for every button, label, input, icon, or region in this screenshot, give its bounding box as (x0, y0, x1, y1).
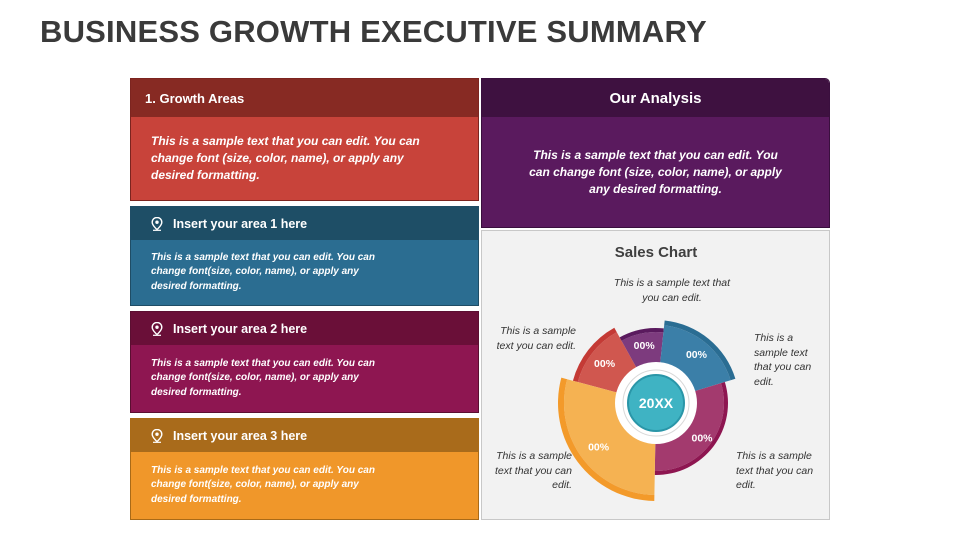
area-2-header: Insert your area 2 here (131, 312, 478, 345)
note-top: This is a sample text that you can edit. (613, 277, 731, 304)
rose-segment-label-1: 00% (594, 358, 616, 370)
area-3-text: This is a sample text that you can edit.… (131, 452, 478, 519)
sales-chart-panel: Sales Chart 00% 00% 00% 00% 00% 20XX This is … (481, 230, 830, 520)
area-2-panel: Insert your area 2 here This is a sample… (130, 311, 479, 413)
area-2-heading: Insert your area 2 here (173, 321, 308, 336)
rose-segment-4 (654, 383, 724, 471)
center-circle (627, 374, 685, 432)
rose-segment-rim-3 (664, 320, 736, 381)
growth-areas-heading: 1. Growth Areas (131, 79, 478, 117)
rose-chart: 00% 00% 00% 00% 00% 20XX (558, 320, 736, 501)
our-analysis-panel: Our Analysis This is a sample text that … (481, 78, 830, 228)
rose-segment-5 (564, 379, 656, 495)
growth-areas-text: This is a sample text that you can edit.… (131, 117, 478, 200)
rose-segment-2 (621, 332, 664, 369)
rose-segment-label-5: 00% (588, 441, 610, 453)
note-lower-right: This is a sample text that you can edit. (736, 450, 814, 491)
area-1-header: Insert your area 1 here (131, 207, 478, 240)
our-analysis-text: This is a sample text that you can edit.… (482, 117, 829, 227)
location-pin-icon (151, 428, 163, 443)
rose-segment-label-2: 00% (634, 340, 656, 352)
note-upper-left: This is a sample text you can edit. (496, 325, 576, 352)
growth-areas-panel: 1. Growth Areas This is a sample text th… (130, 78, 479, 201)
note-lower-left: This is a sample text that you can edit. (494, 450, 572, 491)
sales-chart-diagram: Sales Chart 00% 00% 00% 00% 00% 20XX (558, 244, 736, 501)
center-label: 20XX (639, 395, 674, 411)
area-1-heading: Insert your area 1 here (173, 216, 308, 231)
our-analysis-heading: Our Analysis (482, 79, 829, 117)
rose-segment-rim-2 (619, 328, 664, 341)
location-pin-icon (151, 216, 163, 231)
area-3-panel: Insert your area 3 here This is a sample… (130, 418, 479, 520)
rose-segment-1 (577, 332, 637, 393)
page-title: BUSINESS GROWTH EXECUTIVE SUMMARY (40, 14, 707, 49)
area-3-header: Insert your area 3 here (131, 419, 478, 452)
rose-segment-label-4: 00% (691, 433, 713, 445)
rose-segment-3 (660, 325, 731, 392)
area-2-text: This is a sample text that you can edit.… (131, 345, 478, 412)
sales-chart-heading: Sales Chart (615, 244, 698, 261)
note-upper-right: This is a sample text that you can edit. (754, 332, 812, 388)
location-pin-icon (151, 321, 163, 336)
area-1-text: This is a sample text that you can edit.… (131, 240, 478, 305)
area-1-panel: Insert your area 1 here This is a sample… (130, 206, 479, 306)
area-3-heading: Insert your area 3 here (173, 428, 308, 443)
rose-segment-rim-1 (572, 327, 617, 383)
rose-segment-label-3: 00% (686, 349, 708, 361)
